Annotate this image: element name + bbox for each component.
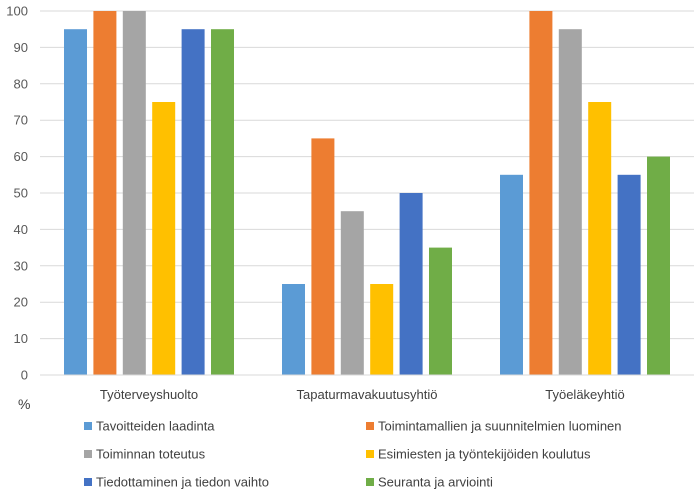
bar-toimintamallien-ja-suunnitelmien-luominen-2 <box>529 11 553 375</box>
y-tick-label: 70 <box>14 113 28 128</box>
y-tick-label: 30 <box>14 258 28 273</box>
legend: Tavoitteiden laadinta Toimintamallien ja … <box>84 419 622 490</box>
bar-toimintamallien-ja-suunnitelmien-luominen-0 <box>93 11 117 375</box>
bar-esimiesten-ja-työntekijöiden-koulutus-1 <box>370 284 394 375</box>
legend-label: Tavoitteiden laadinta <box>96 419 215 434</box>
bars <box>64 11 670 375</box>
y-tick-label: 60 <box>14 149 28 164</box>
bar-seuranta-ja-arviointi-1 <box>429 247 452 375</box>
x-category-label: Työterveyshuolto <box>100 387 198 402</box>
bar-tavoitteiden-laadinta-0 <box>64 29 87 375</box>
bar-tiedottaminen-ja-tiedon-vaihto-1 <box>399 193 423 375</box>
legend-label: Seuranta ja arviointi <box>378 475 493 490</box>
x-axis-categories: Työterveyshuolto Tapaturmavakuutusyhtiö Ty… <box>100 387 625 402</box>
y-tick-label: 40 <box>14 222 28 237</box>
bar-esimiesten-ja-työntekijöiden-koulutus-2 <box>588 102 612 375</box>
bar-toiminnan-toteutus-0 <box>122 11 146 375</box>
bar-toimintamallien-ja-suunnitelmien-luominen-1 <box>311 138 335 375</box>
y-tick-label: 80 <box>14 76 28 91</box>
y-tick-label: 50 <box>14 186 28 201</box>
y-axis-unit-label: % <box>18 396 30 412</box>
y-tick-label: 90 <box>14 40 28 55</box>
legend-swatch <box>84 478 92 486</box>
bar-esimiesten-ja-työntekijöiden-koulutus-0 <box>152 102 176 375</box>
bar-toiminnan-toteutus-2 <box>558 29 582 375</box>
y-tick-label: 100 <box>6 4 28 19</box>
gridlines <box>40 10 694 340</box>
legend-label: Esimiesten ja työntekijöiden koulutus <box>378 447 591 462</box>
bar-tiedottaminen-ja-tiedon-vaihto-2 <box>617 174 641 375</box>
bar-seuranta-ja-arviointi-2 <box>647 156 670 375</box>
y-tick-label: 0 <box>21 368 28 383</box>
legend-label: Toiminnan toteutus <box>96 447 206 462</box>
bar-seuranta-ja-arviointi-0 <box>211 29 234 375</box>
legend-swatch <box>366 450 374 458</box>
y-axis-ticks: 0 10 20 30 40 50 60 70 80 90 100 <box>6 4 28 383</box>
x-category-label: Tapaturmavakuutusyhtiö <box>297 387 438 402</box>
legend-swatch <box>84 450 92 458</box>
y-tick-label: 10 <box>14 331 28 346</box>
legend-label: Toimintamallien ja suunnitelmien luomine… <box>378 419 622 434</box>
legend-label: Tiedottaminen ja tiedon vaihto <box>96 475 269 490</box>
legend-swatch <box>84 422 92 430</box>
legend-swatch <box>366 422 374 430</box>
legend-swatch <box>366 478 374 486</box>
x-category-label: Työeläkeyhtiö <box>545 387 625 402</box>
bar-tavoitteiden-laadinta-2 <box>500 174 523 375</box>
bar-tiedottaminen-ja-tiedon-vaihto-0 <box>181 29 205 375</box>
y-tick-label: 20 <box>14 295 28 310</box>
bar-toiminnan-toteutus-1 <box>340 211 364 375</box>
bar-tavoitteiden-laadinta-1 <box>282 284 305 375</box>
